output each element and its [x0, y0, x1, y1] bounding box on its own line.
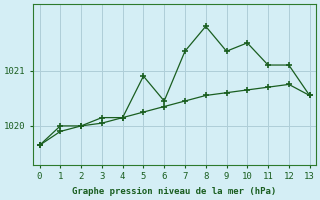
X-axis label: Graphe pression niveau de la mer (hPa): Graphe pression niveau de la mer (hPa) [72, 187, 277, 196]
